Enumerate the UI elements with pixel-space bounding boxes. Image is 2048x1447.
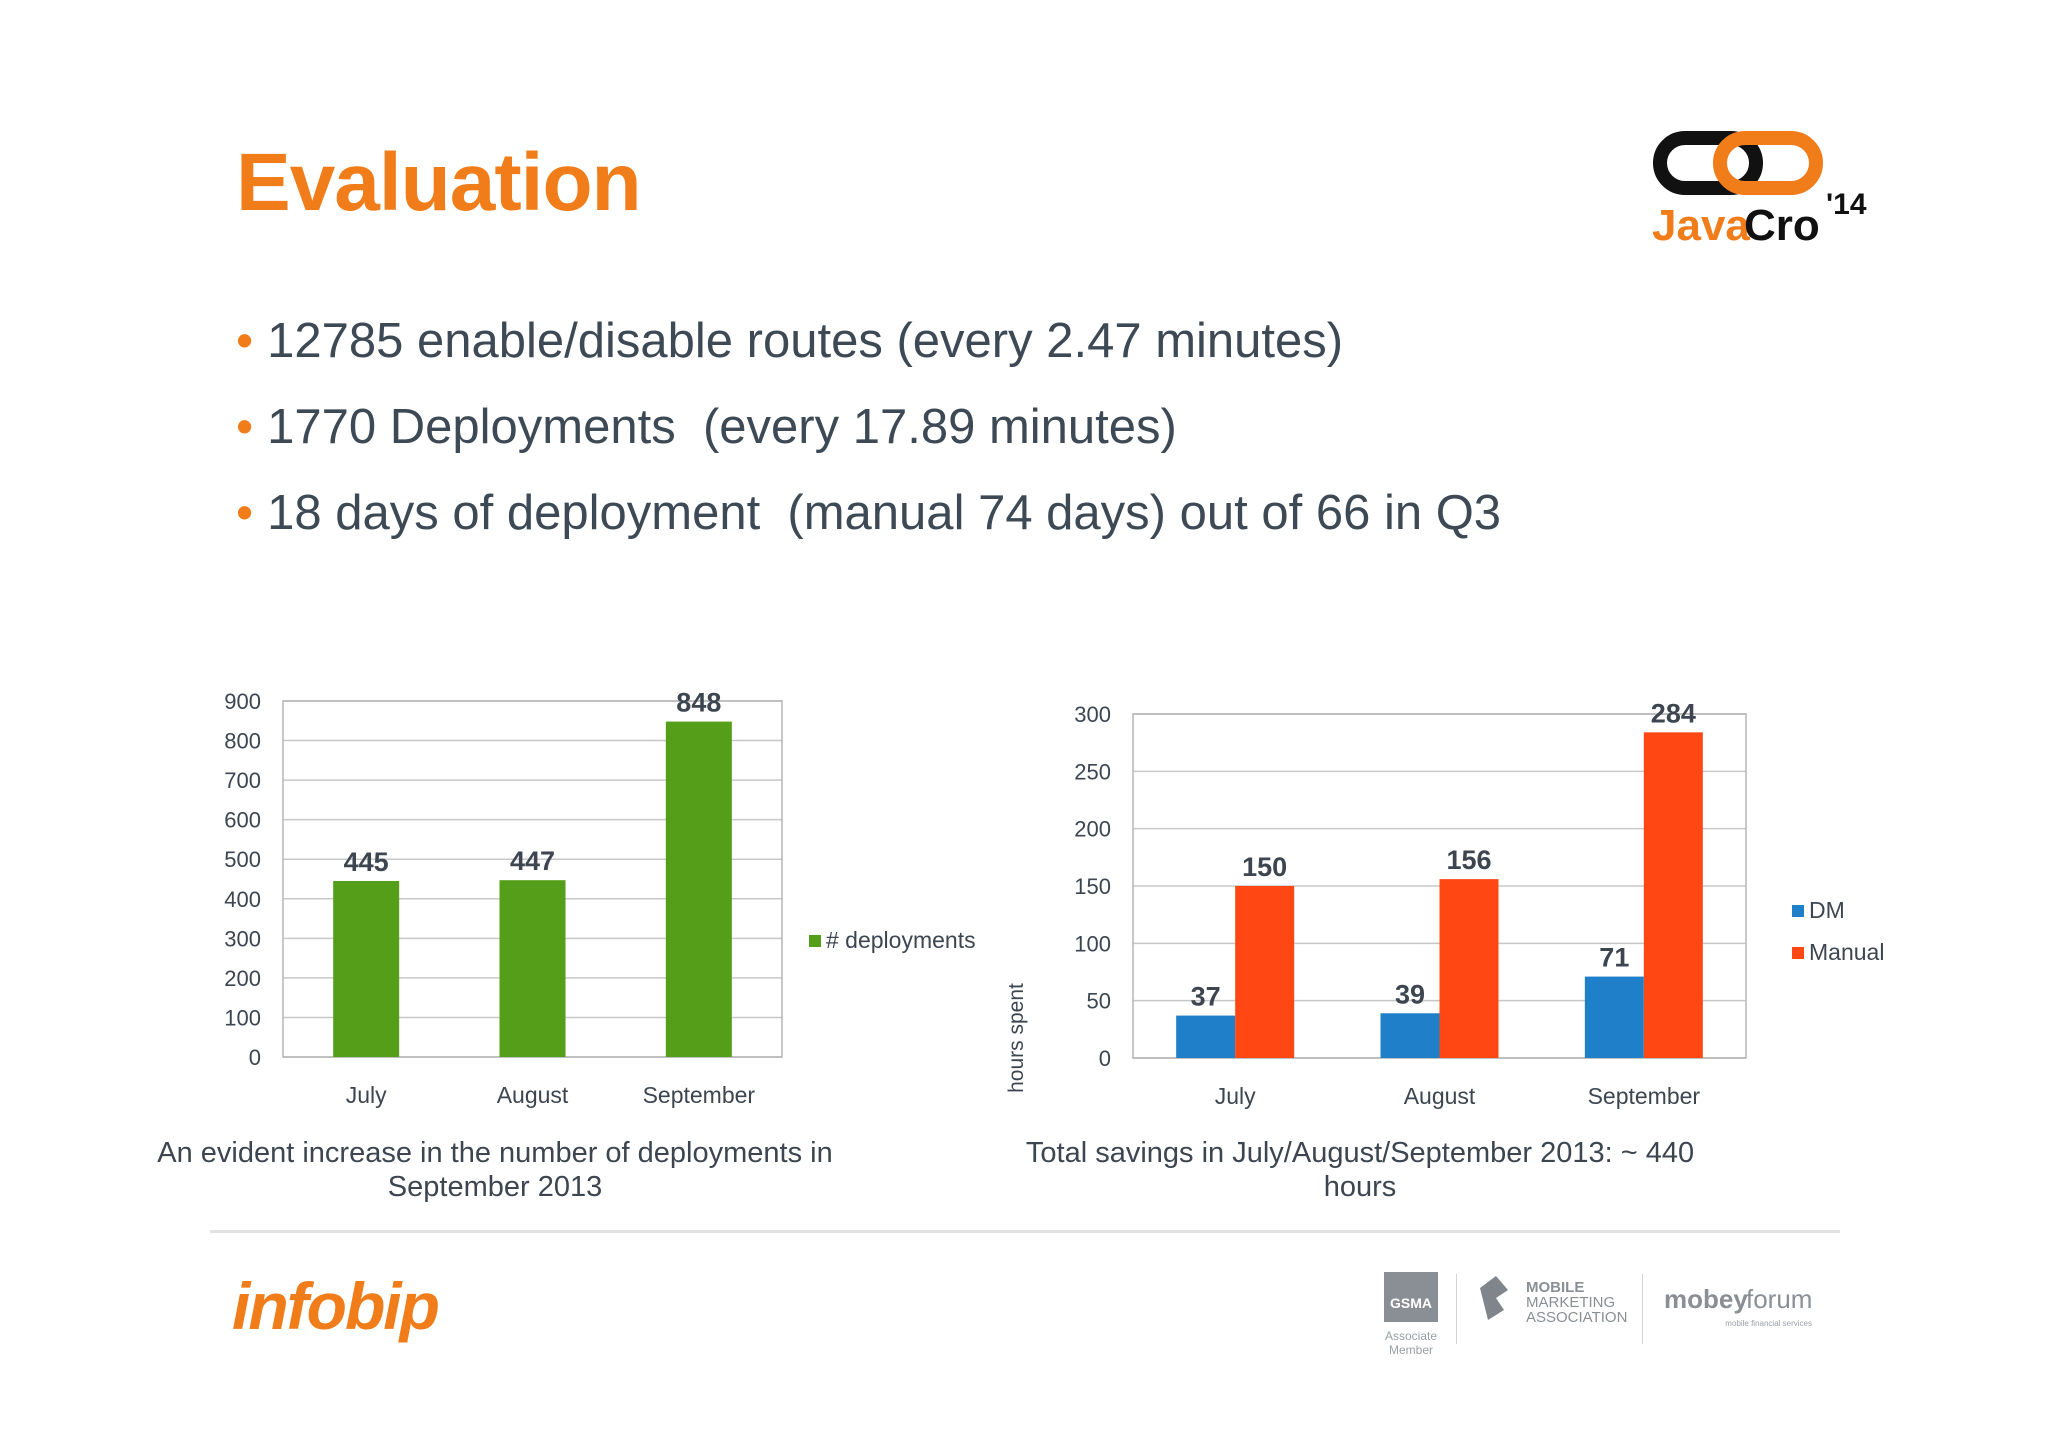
footer-divider xyxy=(210,1230,1840,1233)
x-tick-label: August xyxy=(497,1082,569,1108)
bar xyxy=(1380,1013,1440,1058)
x-tick-label: September xyxy=(1588,1083,1701,1109)
deployments-chart-caption: An evident increase in the number of dep… xyxy=(157,1137,833,1203)
y-tick-label: 900 xyxy=(224,689,261,714)
mma-line2: MARKETING xyxy=(1526,1294,1615,1311)
bullet-item: • 18 days of deployment (manual 74 days) … xyxy=(236,470,1736,556)
y-tick-label: 300 xyxy=(224,926,261,951)
javacro-year-text: '14 xyxy=(1826,188,1867,221)
bullet-text: 18 days of deployment (manual 74 days) o… xyxy=(267,486,1502,540)
mma-mark-icon xyxy=(1480,1276,1508,1320)
infobip-logo: infobip xyxy=(232,1269,440,1343)
y-tick-label: 300 xyxy=(1074,702,1111,727)
mobey-tagline: mobile financial services xyxy=(1725,1319,1812,1328)
x-tick-label: July xyxy=(1215,1083,1256,1109)
bullet-dot-icon: • xyxy=(236,486,254,540)
bar xyxy=(1235,886,1295,1058)
y-tick-label: 600 xyxy=(224,808,261,833)
gsma-badge-text: GSMA xyxy=(1390,1295,1432,1311)
bar xyxy=(333,880,400,1057)
legend-label: Manual xyxy=(1809,939,1884,965)
bullet-text: 12785 enable/disable routes (every 2.47 … xyxy=(267,314,1344,368)
data-label: 37 xyxy=(1191,982,1221,1012)
data-label: 447 xyxy=(510,846,555,876)
y-tick-label: 700 xyxy=(224,768,261,793)
y-tick-label: 800 xyxy=(224,729,261,754)
gsma-badge-icon xyxy=(1384,1272,1438,1322)
data-label: 156 xyxy=(1446,845,1491,875)
x-tick-label: July xyxy=(346,1082,387,1108)
javacro-link-black xyxy=(1653,131,1763,195)
legend-swatch xyxy=(809,935,821,947)
x-tick-label: August xyxy=(1404,1083,1476,1109)
savings-chart-caption: Total savings in July/August/September 2… xyxy=(1025,1137,1695,1203)
y-tick-label: 500 xyxy=(224,847,261,872)
y-tick-label: 150 xyxy=(1074,874,1111,899)
bullet-text: 1770 Deployments (every 17.89 minutes) xyxy=(267,400,1177,454)
gsma-associate-text: Associate xyxy=(1385,1329,1437,1343)
legend-label: DM xyxy=(1809,897,1845,923)
partner-logos: GSMA Associate Member MOBILE MARKETING A… xyxy=(1384,1272,1812,1357)
javacro-java-text: Java xyxy=(1652,201,1750,250)
data-label: 71 xyxy=(1599,943,1629,973)
y-tick-label: 100 xyxy=(1074,931,1111,956)
data-label: 150 xyxy=(1242,852,1287,882)
bar xyxy=(1439,879,1499,1058)
bar xyxy=(499,880,566,1057)
partner-divider xyxy=(1456,1274,1457,1344)
hours-spent-bar-chart: 0 50 100 150 200 250 300 July 37 150 August 39 156 Se… xyxy=(1005,698,1884,1109)
y-tick-label: 400 xyxy=(224,887,261,912)
data-label: 284 xyxy=(1651,698,1696,728)
y-tick-label: 200 xyxy=(224,966,261,991)
x-tick-label: September xyxy=(643,1082,756,1108)
mma-line1: MOBILE xyxy=(1526,1279,1584,1296)
mma-line3: ASSOCIATION xyxy=(1526,1309,1627,1326)
data-label: 445 xyxy=(344,847,389,877)
bar xyxy=(1176,1015,1236,1058)
bar xyxy=(1643,732,1703,1058)
bullet-dot-icon: • xyxy=(236,314,254,368)
bullet-item: • 1770 Deployments (every 17.89 minutes) xyxy=(236,384,1736,470)
javacro-cro-text: Cro xyxy=(1744,201,1820,250)
bar xyxy=(1584,976,1644,1058)
gsma-member-text: Member xyxy=(1389,1343,1433,1357)
y-tick-label: 0 xyxy=(249,1045,261,1070)
y-axis-title: hours spent xyxy=(1005,983,1028,1093)
y-tick-label: 100 xyxy=(224,1005,261,1030)
partner-divider xyxy=(1642,1274,1643,1344)
y-tick-label: 200 xyxy=(1074,817,1111,842)
y-tick-label: 50 xyxy=(1087,989,1111,1014)
mobey-name-bold: mobey xyxy=(1664,1284,1748,1314)
javacro-logo: Java Cro '14 xyxy=(1652,131,1867,250)
deployments-bar-chart: 0 100 200 300 400 500 600 700 800 900 July 445 Augus… xyxy=(224,688,976,1108)
y-tick-label: 0 xyxy=(1099,1046,1111,1071)
y-tick-label: 250 xyxy=(1074,759,1111,784)
mobey-name-light: forum xyxy=(1746,1284,1812,1314)
data-label: 39 xyxy=(1395,979,1425,1009)
legend-swatch xyxy=(1792,947,1804,959)
bullet-item: • 12785 enable/disable routes (every 2.47… xyxy=(236,298,1736,384)
javacro-link-orange xyxy=(1713,131,1823,195)
legend-swatch xyxy=(1792,905,1804,917)
bullet-list: • 12785 enable/disable routes (every 2.47… xyxy=(236,298,1736,556)
data-label: 848 xyxy=(676,688,721,718)
slide-title: Evaluation xyxy=(236,137,642,228)
bar xyxy=(665,721,732,1057)
bullet-dot-icon: • xyxy=(236,400,254,454)
legend-label: # deployments xyxy=(826,927,976,953)
